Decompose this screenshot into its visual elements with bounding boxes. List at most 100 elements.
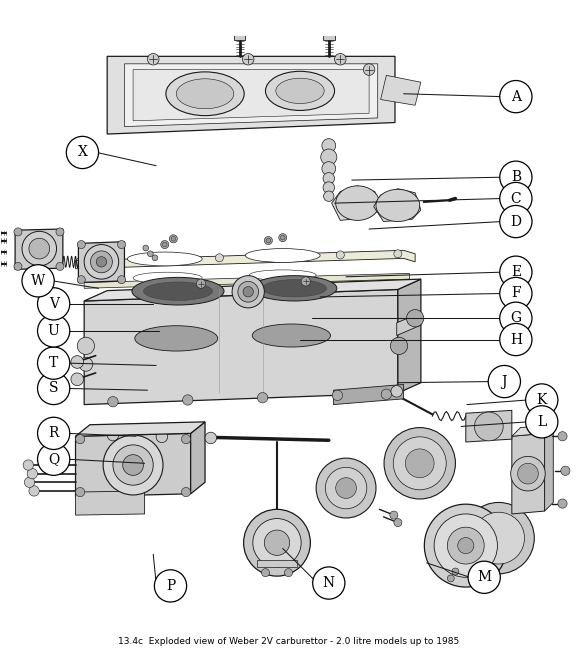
Text: P: P (166, 579, 175, 593)
Circle shape (215, 254, 223, 262)
Circle shape (394, 437, 446, 490)
Text: A: A (511, 89, 521, 104)
Text: G: G (510, 311, 522, 325)
Polygon shape (334, 384, 404, 404)
Circle shape (511, 456, 545, 491)
Circle shape (406, 449, 434, 478)
Circle shape (96, 257, 107, 267)
Circle shape (332, 390, 343, 400)
Circle shape (261, 569, 269, 577)
Circle shape (264, 237, 272, 244)
Polygon shape (76, 491, 145, 515)
Circle shape (163, 242, 167, 247)
Circle shape (107, 430, 119, 441)
Polygon shape (257, 560, 297, 567)
Circle shape (257, 393, 268, 403)
Polygon shape (76, 434, 190, 496)
Polygon shape (78, 242, 125, 283)
Circle shape (77, 337, 95, 354)
Ellipse shape (133, 272, 202, 284)
Circle shape (321, 149, 337, 165)
Circle shape (76, 487, 85, 496)
Polygon shape (397, 312, 421, 336)
Text: J: J (501, 375, 507, 389)
Circle shape (323, 172, 335, 184)
Circle shape (23, 460, 33, 470)
Text: V: V (48, 297, 59, 311)
Circle shape (322, 139, 336, 152)
Circle shape (182, 395, 193, 405)
Circle shape (66, 136, 99, 168)
Circle shape (29, 486, 39, 496)
Circle shape (335, 54, 346, 65)
Polygon shape (381, 75, 421, 105)
Polygon shape (133, 69, 369, 121)
Circle shape (364, 64, 375, 75)
Text: K: K (537, 393, 547, 407)
Circle shape (279, 234, 287, 242)
Circle shape (155, 570, 186, 602)
Polygon shape (332, 186, 381, 220)
Circle shape (253, 518, 301, 567)
Circle shape (29, 238, 50, 259)
Polygon shape (76, 422, 205, 436)
Circle shape (468, 561, 500, 594)
Text: H: H (510, 332, 522, 347)
Circle shape (384, 428, 455, 499)
Circle shape (488, 365, 520, 398)
Circle shape (242, 54, 254, 65)
Circle shape (118, 240, 126, 249)
Circle shape (14, 228, 22, 236)
Circle shape (238, 281, 258, 302)
Circle shape (390, 511, 398, 519)
Circle shape (38, 288, 70, 320)
Circle shape (284, 569, 293, 577)
Circle shape (148, 54, 159, 65)
Ellipse shape (176, 79, 234, 109)
Polygon shape (15, 229, 63, 270)
Polygon shape (512, 434, 545, 514)
Circle shape (391, 386, 403, 397)
Circle shape (27, 469, 38, 479)
Text: 13.4c  Exploded view of Weber 2V carburettor - 2.0 litre models up to 1985: 13.4c Exploded view of Weber 2V carburet… (118, 637, 459, 646)
Circle shape (500, 80, 532, 113)
Ellipse shape (128, 252, 202, 266)
Text: W: W (31, 274, 45, 288)
Ellipse shape (276, 78, 324, 104)
Circle shape (113, 445, 153, 485)
Circle shape (323, 182, 335, 193)
Text: U: U (48, 324, 59, 338)
Bar (323, 33, 335, 40)
Circle shape (264, 530, 290, 555)
Circle shape (118, 275, 126, 284)
Circle shape (336, 251, 344, 259)
Circle shape (561, 466, 570, 476)
Circle shape (171, 237, 175, 241)
Circle shape (38, 347, 70, 379)
Circle shape (148, 251, 153, 257)
Circle shape (500, 277, 532, 310)
Circle shape (38, 417, 70, 450)
Polygon shape (545, 424, 553, 511)
Polygon shape (190, 422, 205, 494)
Circle shape (473, 512, 524, 564)
Circle shape (500, 302, 532, 334)
Ellipse shape (376, 189, 419, 222)
Circle shape (84, 244, 119, 279)
Bar (234, 33, 245, 40)
Circle shape (243, 509, 310, 576)
Circle shape (77, 240, 85, 249)
Circle shape (181, 435, 190, 444)
Text: D: D (511, 214, 522, 229)
Circle shape (458, 538, 474, 553)
Circle shape (500, 256, 532, 288)
Text: B: B (511, 170, 521, 184)
Circle shape (123, 455, 144, 476)
Circle shape (56, 262, 64, 270)
Circle shape (156, 431, 168, 443)
Circle shape (38, 315, 70, 347)
Circle shape (391, 337, 408, 354)
Text: C: C (511, 192, 521, 205)
Polygon shape (84, 279, 421, 301)
Circle shape (103, 435, 163, 495)
